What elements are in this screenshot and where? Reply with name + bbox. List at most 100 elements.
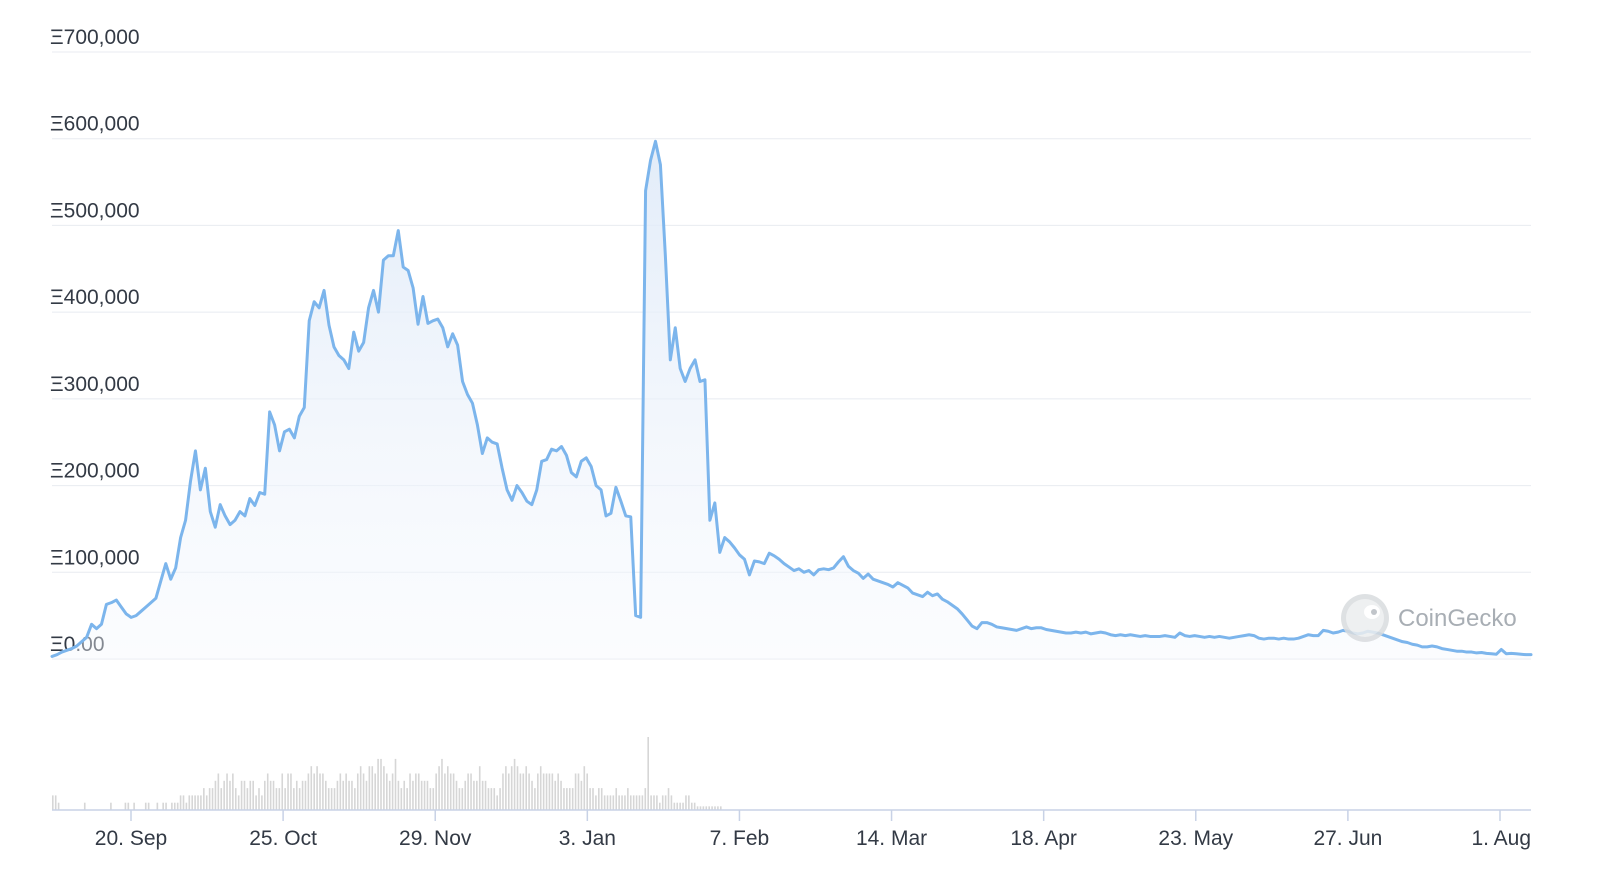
x-tick-label: 1. Aug <box>1471 827 1531 850</box>
volume-bar <box>612 795 615 810</box>
volume-bar <box>670 795 673 810</box>
volume-bar <box>208 788 211 810</box>
watermark-text: CoinGecko <box>1398 605 1517 632</box>
volume-bar <box>397 780 400 810</box>
volume-bar <box>717 806 719 810</box>
volume-bar <box>144 802 147 810</box>
volume-bar <box>211 788 214 810</box>
volume-bar <box>365 780 368 810</box>
volume-bar <box>583 766 586 810</box>
volume-bar <box>600 788 603 810</box>
volume-bar <box>313 773 315 810</box>
volume-bar <box>720 806 722 810</box>
volume-bar <box>537 773 539 810</box>
volume-bar <box>403 780 406 810</box>
volume-bar <box>197 795 199 810</box>
volume-bar <box>295 780 298 810</box>
price-area <box>52 141 1531 659</box>
volume-bar <box>252 780 254 810</box>
volume-bar <box>693 802 696 810</box>
volume-bar <box>226 773 228 810</box>
x-axis: 20. Sep 25. Oct 29. Nov 3. Jan 7. Feb 14. Mar… <box>52 809 1531 850</box>
volume-bar <box>275 788 278 810</box>
volume-bar <box>173 802 176 810</box>
volume-bar <box>237 795 240 810</box>
volume-bar <box>705 806 708 810</box>
volume-bar <box>478 766 481 810</box>
volume-bar <box>627 788 629 810</box>
volume-bar <box>322 773 324 810</box>
volume-bar <box>499 788 501 810</box>
volume-bar <box>415 773 417 810</box>
volume-bar <box>592 788 594 810</box>
volume-bar <box>426 780 429 810</box>
volume-bar <box>229 780 231 810</box>
volume-bar <box>124 802 127 810</box>
volume-bar <box>281 773 284 810</box>
volume-bar <box>264 780 266 810</box>
volume-bar <box>220 788 223 810</box>
volume-bar <box>325 780 327 810</box>
volume-bar <box>147 802 150 810</box>
volume-bar <box>534 788 536 810</box>
volume-bar <box>293 788 295 810</box>
volume-bar <box>258 788 260 810</box>
volume-bar <box>232 773 234 810</box>
volume-bar <box>455 780 458 810</box>
volume-bar <box>586 773 588 810</box>
volume-bar <box>635 795 638 810</box>
volume-bar <box>609 795 612 810</box>
volume-bar <box>516 766 519 810</box>
volume-bar <box>702 806 705 810</box>
gecko-logo-inner <box>1346 599 1384 637</box>
volume-bar <box>708 806 710 810</box>
volume-bar <box>194 795 196 810</box>
volume-bar <box>647 737 649 810</box>
volume-bar <box>412 780 414 810</box>
volume-bar <box>420 780 423 810</box>
volume-bar <box>505 766 507 810</box>
volume-bar <box>638 795 641 810</box>
volume-bar <box>688 795 690 810</box>
x-tick-label: 25. Oct <box>249 827 317 850</box>
volume-bar <box>528 773 530 810</box>
volume-bar <box>217 773 220 810</box>
volume-bar <box>531 780 533 810</box>
volume-bar <box>304 780 307 810</box>
volume-bar <box>641 795 644 810</box>
x-tick-label: 23. May <box>1158 827 1233 850</box>
volume-bar <box>171 802 173 810</box>
volume-bar <box>644 788 647 810</box>
volume-bar <box>319 773 321 810</box>
x-tick-label: 29. Nov <box>399 827 472 850</box>
volume-bar <box>182 795 185 810</box>
volume-bar <box>409 773 411 810</box>
volume-bar <box>551 773 554 810</box>
volume-bar <box>560 780 562 810</box>
volume-bar <box>571 788 574 810</box>
volume-bar <box>580 780 583 810</box>
volume-bar <box>673 802 676 810</box>
price-line-path <box>50 139 1533 658</box>
volume-bar <box>362 773 365 810</box>
volume-bar <box>394 758 397 810</box>
volume-bar <box>484 780 487 810</box>
volume-bar <box>249 780 252 810</box>
volume-bar <box>467 773 469 810</box>
volume-bar <box>577 773 580 810</box>
y-tick-label: Ξ700,000 <box>50 26 140 49</box>
volume-bar <box>255 795 257 810</box>
volume-bar <box>133 802 135 810</box>
volume-bar <box>519 773 522 810</box>
volume-bar <box>461 788 464 810</box>
volume-bar <box>653 795 655 810</box>
volume-bar <box>598 788 600 810</box>
volume-bar <box>545 773 548 810</box>
x-tick-label: 7. Feb <box>710 827 770 850</box>
gecko-pupil-icon <box>1371 609 1377 615</box>
volume-bar <box>240 780 243 810</box>
volume-bar <box>205 795 208 810</box>
volume-bar <box>374 773 376 810</box>
